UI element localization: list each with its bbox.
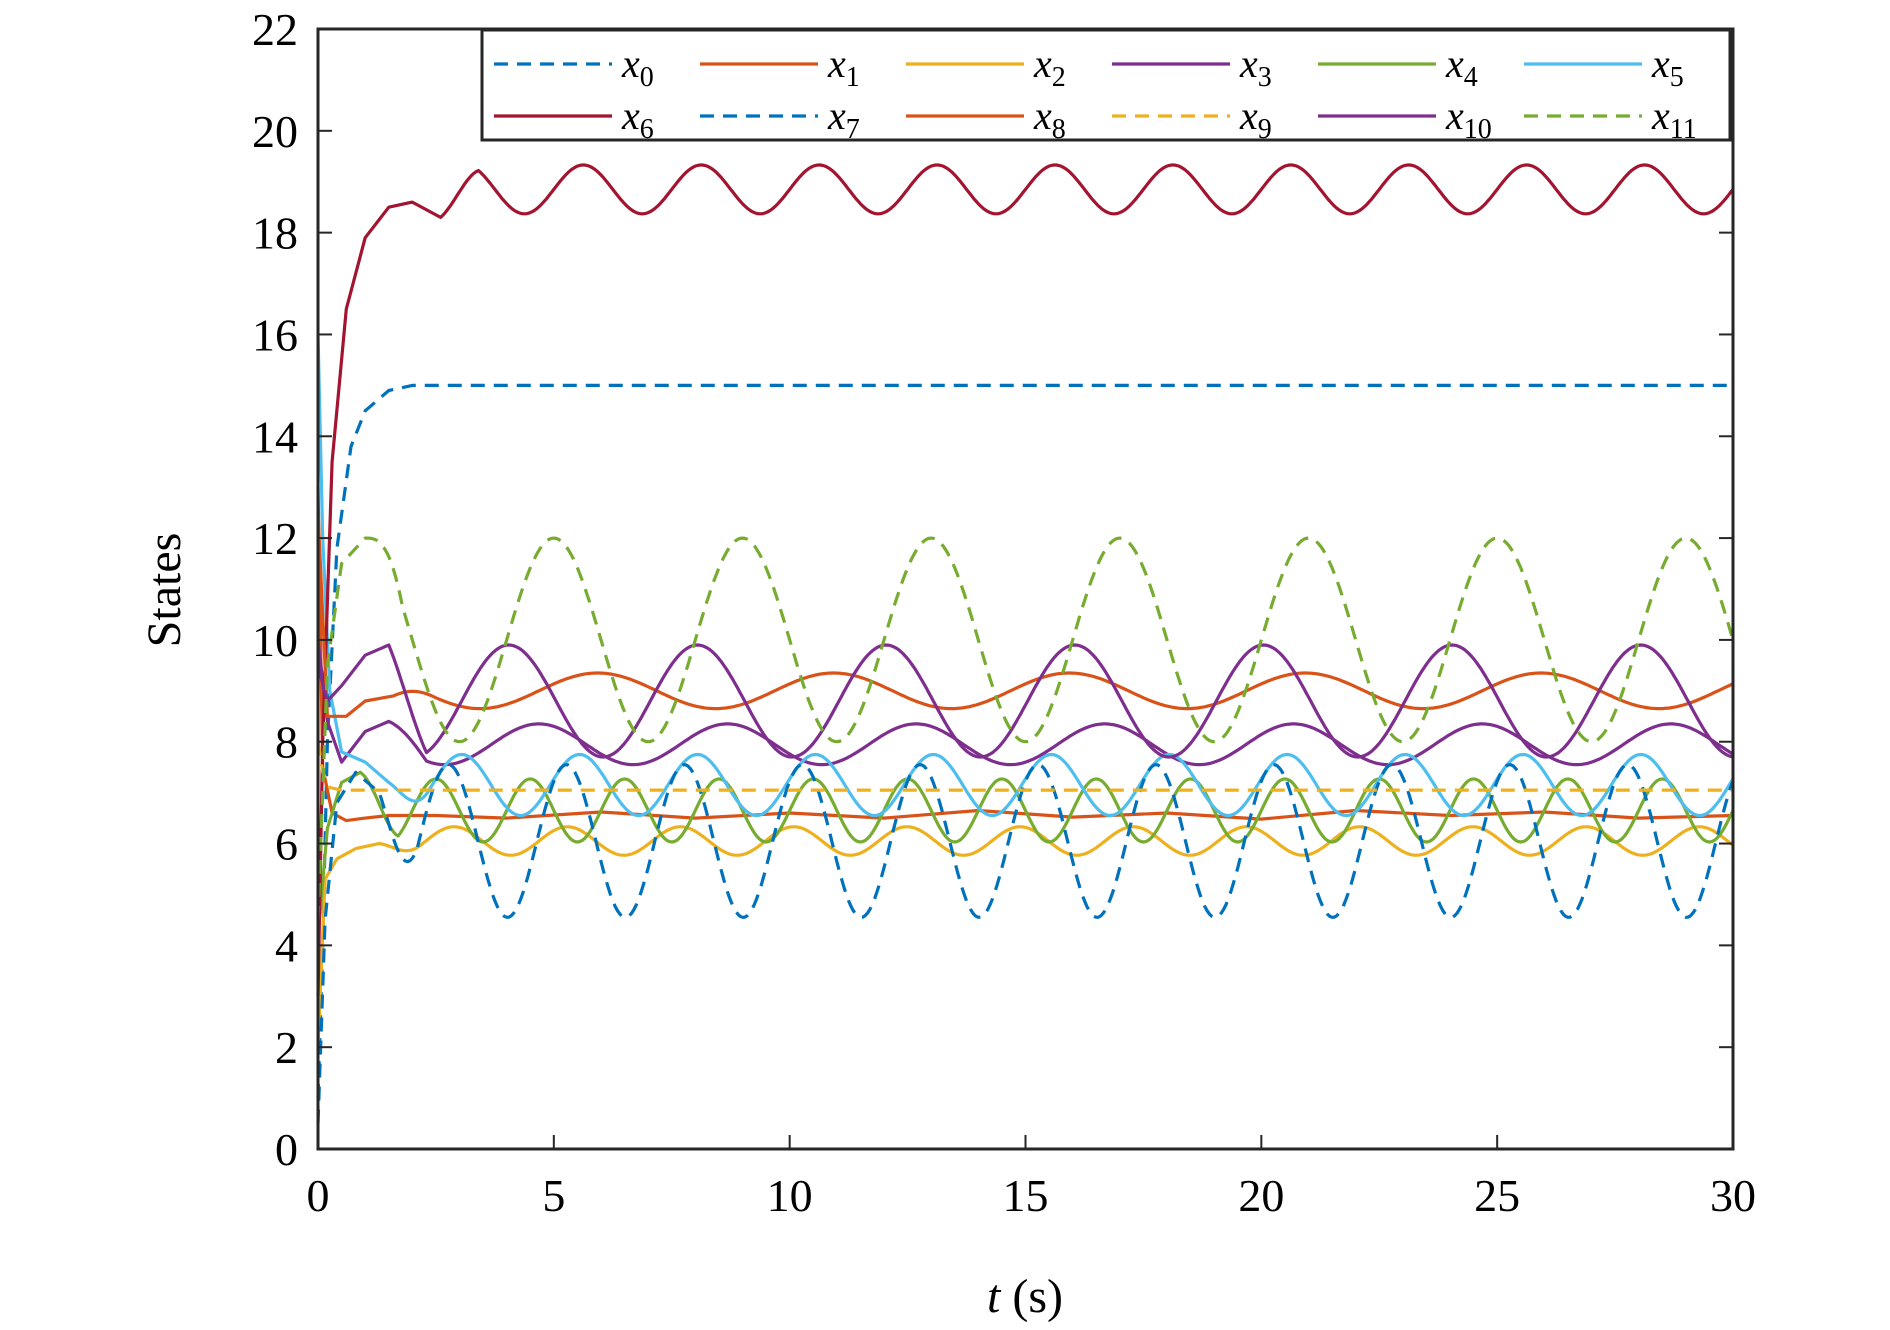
legend-label-x10: x10 [1445, 93, 1492, 145]
series-line-x6 [316, 163, 1735, 997]
y-tick-label: 8 [275, 717, 298, 768]
y-tick-label: 10 [252, 615, 298, 666]
y-tick-label: 6 [275, 819, 298, 870]
x-tick-label: 0 [307, 1170, 330, 1221]
legend-label-x3: x3 [1239, 41, 1272, 93]
y-axis-label: States [138, 533, 191, 648]
y-tick-label: 0 [275, 1124, 298, 1175]
x-tick-label: 5 [542, 1170, 565, 1221]
legend-label-x5: x5 [1651, 41, 1684, 93]
series-line-x5 [316, 334, 1735, 818]
legend-label-x7: x7 [827, 93, 860, 145]
series-line-x11 [316, 536, 1735, 920]
x-axis-unit: (s) [1000, 1270, 1063, 1323]
x-tick-label: 25 [1474, 1170, 1520, 1221]
x-tick-label: 20 [1238, 1170, 1284, 1221]
legend-label-x11: x11 [1651, 93, 1697, 145]
series-line-x2 [316, 825, 1734, 1048]
x-axis-variable: t [987, 1270, 1002, 1323]
legend-label-x6: x6 [621, 93, 654, 145]
x-axis-label: t (s) [987, 1270, 1063, 1323]
series-line-x8 [316, 512, 1734, 718]
y-tick-label: 22 [252, 4, 298, 55]
y-tick-label: 14 [252, 411, 298, 462]
y-tick-label: 20 [252, 106, 298, 157]
legend-label-x1: x1 [827, 41, 860, 93]
x-tick-label: 10 [767, 1170, 813, 1221]
legend-label-x0: x0 [621, 41, 654, 93]
x-tick-label: 30 [1710, 1170, 1756, 1221]
y-tick-label: 4 [275, 920, 298, 971]
series-line-x7 [316, 763, 1735, 1124]
series-line-x4 [316, 770, 1735, 936]
series-layer [316, 163, 1735, 1124]
legend-label-x2: x2 [1033, 41, 1066, 93]
y-tick-label: 2 [275, 1022, 298, 1073]
y-tick-label: 12 [252, 513, 298, 564]
axes-box [316, 27, 1735, 1151]
y-tick-label: 16 [252, 309, 298, 360]
legend-label-x8: x8 [1033, 93, 1066, 145]
legend-label-x9: x9 [1239, 93, 1272, 145]
series-line-x10 [316, 643, 1734, 759]
series-line-x9 [316, 741, 1733, 792]
y-tick-label: 18 [252, 208, 298, 259]
legend-label-x4: x4 [1445, 41, 1478, 93]
legend: x0 x1 x2 x3 x4 x5 x6 x7 x8 x9 x10 x11 [480, 28, 1732, 145]
ticks-layer: 0 5 10 15 20 25 30 0 2 4 6 8 10 12 14 16 18 20 22 [252, 4, 1756, 1221]
x-tick-label: 15 [1003, 1170, 1049, 1221]
series-line-x1 [316, 487, 1734, 823]
legend-box [480, 28, 1732, 142]
